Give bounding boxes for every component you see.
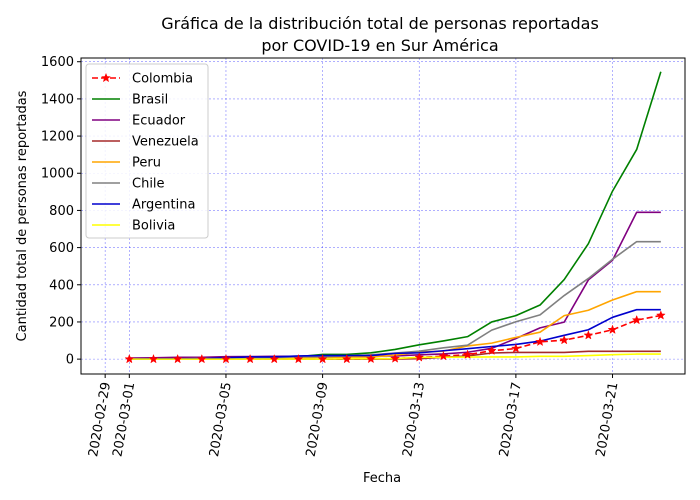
data-point-colombia <box>124 353 135 364</box>
data-point-colombia <box>535 336 545 347</box>
data-point-colombia <box>631 314 642 325</box>
chart-title-line-2: por COVID-19 en Sur América <box>261 36 498 55</box>
data-point-colombia <box>462 349 473 359</box>
data-point-colombia <box>341 353 352 364</box>
data-point-colombia <box>414 352 425 362</box>
data-point-colombia <box>559 334 570 345</box>
legend-label-argentina: Argentina <box>132 198 195 213</box>
data-point-colombia <box>510 343 521 353</box>
data-point-colombia <box>583 330 594 340</box>
data-point-colombia <box>317 353 328 364</box>
data-point-colombia <box>486 345 497 355</box>
y-tick-label: 600 <box>49 241 74 256</box>
legend-label-chile: Chile <box>132 177 165 192</box>
data-point-colombia <box>607 324 618 334</box>
y-tick-label: 400 <box>49 278 74 293</box>
y-tick-label: 0 <box>66 353 74 368</box>
y-tick-label: 1000 <box>41 167 74 182</box>
y-axis: 0 200 400 600 800 1000 1200 1400 1600 <box>41 55 81 368</box>
plot-frame <box>80 57 686 375</box>
data-point-colombia <box>245 353 256 364</box>
y-tick-label: 800 <box>49 204 74 219</box>
data-point-colombia <box>655 310 666 320</box>
chart-title-line-1: Gráfica de la distribución total de pers… <box>161 14 599 33</box>
data-point-colombia <box>365 353 376 364</box>
y-tick-label: 1600 <box>41 55 74 70</box>
data-point-colombia <box>196 353 207 364</box>
data-point-colombia <box>172 353 183 364</box>
data-point-colombia <box>438 350 449 361</box>
series-lines <box>124 71 666 364</box>
legend-label-brasil: Brasil <box>132 93 168 108</box>
data-point-colombia <box>221 353 231 364</box>
legend-label-peru: Peru <box>132 156 161 171</box>
legend-marker-colombia <box>101 72 111 83</box>
y-tick-label: 1400 <box>41 92 74 107</box>
y-tick-label: 1200 <box>41 130 74 145</box>
y-axis-label: Cantidad total de personas reportadas <box>15 90 30 341</box>
legend-box <box>85 63 209 239</box>
legend-label-colombia: Colombia <box>132 72 193 87</box>
data-point-colombia <box>390 353 401 363</box>
data-point-colombia <box>293 353 304 364</box>
legend-label-bolivia: Bolivia <box>132 219 175 234</box>
legend: Colombia Brasil Ecuador Venezuela Peru Chile A… <box>85 63 209 239</box>
data-point-colombia <box>148 353 159 364</box>
legend-label-ecuador: Ecuador <box>132 114 186 129</box>
y-tick-label: 200 <box>49 315 74 330</box>
data-point-colombia <box>269 353 280 364</box>
legend-label-venezuela: Venezuela <box>132 135 199 150</box>
x-axis-label: Fecha <box>363 471 401 486</box>
